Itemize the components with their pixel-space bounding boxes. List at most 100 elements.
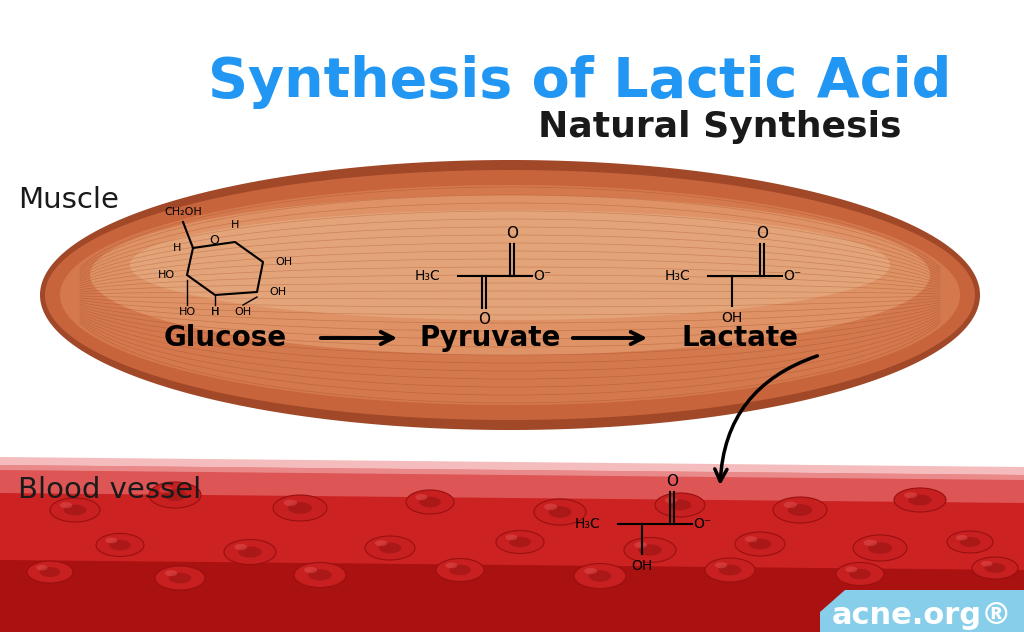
Text: OH: OH: [234, 307, 252, 317]
Ellipse shape: [416, 494, 427, 500]
Ellipse shape: [715, 562, 727, 568]
Ellipse shape: [773, 497, 827, 523]
Text: H₃C: H₃C: [574, 517, 600, 531]
Ellipse shape: [959, 537, 980, 547]
Text: O⁻: O⁻: [783, 269, 801, 283]
Ellipse shape: [638, 544, 662, 556]
Text: O: O: [666, 475, 678, 490]
Ellipse shape: [36, 565, 47, 570]
Ellipse shape: [105, 538, 118, 544]
Ellipse shape: [947, 531, 993, 553]
Ellipse shape: [655, 493, 705, 517]
Ellipse shape: [669, 500, 691, 511]
Polygon shape: [0, 465, 1024, 632]
Ellipse shape: [419, 497, 440, 507]
Ellipse shape: [589, 570, 611, 581]
Polygon shape: [90, 195, 930, 355]
Polygon shape: [60, 185, 961, 405]
Ellipse shape: [50, 498, 100, 522]
Ellipse shape: [534, 499, 586, 525]
Ellipse shape: [63, 504, 86, 516]
Ellipse shape: [365, 536, 415, 560]
Ellipse shape: [744, 536, 758, 542]
Polygon shape: [820, 590, 1024, 632]
Ellipse shape: [894, 488, 946, 512]
Polygon shape: [130, 210, 890, 320]
Ellipse shape: [665, 497, 677, 503]
Ellipse shape: [27, 561, 73, 583]
Text: OH: OH: [269, 287, 286, 297]
Ellipse shape: [634, 542, 647, 548]
Text: H₃C: H₃C: [415, 269, 440, 283]
Ellipse shape: [96, 533, 144, 557]
Ellipse shape: [234, 544, 247, 550]
Text: HO: HO: [178, 307, 196, 317]
Polygon shape: [0, 465, 1024, 503]
Ellipse shape: [445, 562, 458, 568]
Ellipse shape: [574, 564, 626, 588]
Text: O⁻: O⁻: [532, 269, 551, 283]
Ellipse shape: [985, 563, 1006, 573]
Ellipse shape: [224, 540, 276, 564]
Polygon shape: [45, 170, 975, 420]
Ellipse shape: [40, 567, 60, 577]
Text: acne.org®: acne.org®: [831, 600, 1013, 629]
Ellipse shape: [304, 567, 317, 573]
Ellipse shape: [972, 557, 1018, 579]
Text: H: H: [211, 307, 219, 317]
Ellipse shape: [705, 558, 755, 582]
Polygon shape: [40, 160, 980, 430]
Text: Lactate: Lactate: [682, 324, 799, 352]
Ellipse shape: [783, 502, 797, 508]
Text: OH: OH: [275, 257, 292, 267]
Ellipse shape: [853, 535, 907, 561]
Ellipse shape: [548, 506, 571, 518]
Ellipse shape: [787, 504, 812, 516]
Ellipse shape: [375, 540, 387, 546]
Text: Glucose: Glucose: [164, 324, 287, 352]
Ellipse shape: [163, 489, 186, 501]
Ellipse shape: [868, 542, 892, 554]
Ellipse shape: [904, 492, 918, 498]
Ellipse shape: [308, 569, 332, 581]
Text: Pyruvate: Pyruvate: [419, 324, 561, 352]
Polygon shape: [0, 457, 1024, 480]
Text: O: O: [756, 226, 768, 241]
Ellipse shape: [849, 569, 870, 579]
Ellipse shape: [908, 495, 932, 506]
Ellipse shape: [59, 502, 73, 508]
Ellipse shape: [496, 530, 544, 554]
Text: O: O: [506, 226, 518, 241]
Text: OH: OH: [721, 311, 742, 325]
Ellipse shape: [239, 547, 262, 557]
Text: H: H: [173, 243, 181, 253]
Text: H: H: [211, 307, 219, 317]
Text: Blood vessel: Blood vessel: [18, 476, 202, 504]
Ellipse shape: [294, 562, 346, 588]
Ellipse shape: [735, 532, 785, 556]
Text: HO: HO: [158, 270, 175, 280]
Ellipse shape: [379, 543, 401, 554]
Ellipse shape: [544, 504, 557, 510]
Ellipse shape: [836, 562, 884, 585]
Ellipse shape: [863, 540, 877, 546]
Text: O: O: [478, 312, 490, 327]
Ellipse shape: [284, 499, 297, 506]
Text: CH₂OH: CH₂OH: [164, 207, 202, 217]
Ellipse shape: [165, 570, 177, 576]
Text: H: H: [230, 220, 240, 230]
Text: H₃C: H₃C: [665, 269, 690, 283]
Ellipse shape: [956, 535, 968, 540]
Text: Muscle: Muscle: [18, 186, 119, 214]
Ellipse shape: [719, 564, 741, 575]
Ellipse shape: [110, 540, 131, 550]
Text: Natural Synthesis: Natural Synthesis: [539, 110, 902, 144]
Ellipse shape: [159, 487, 172, 493]
Ellipse shape: [749, 538, 771, 549]
Ellipse shape: [436, 559, 484, 581]
Ellipse shape: [406, 490, 454, 514]
Ellipse shape: [584, 568, 597, 574]
Ellipse shape: [155, 566, 205, 590]
Text: Synthesis of Lactic Acid: Synthesis of Lactic Acid: [208, 55, 951, 109]
Text: O: O: [209, 233, 219, 246]
